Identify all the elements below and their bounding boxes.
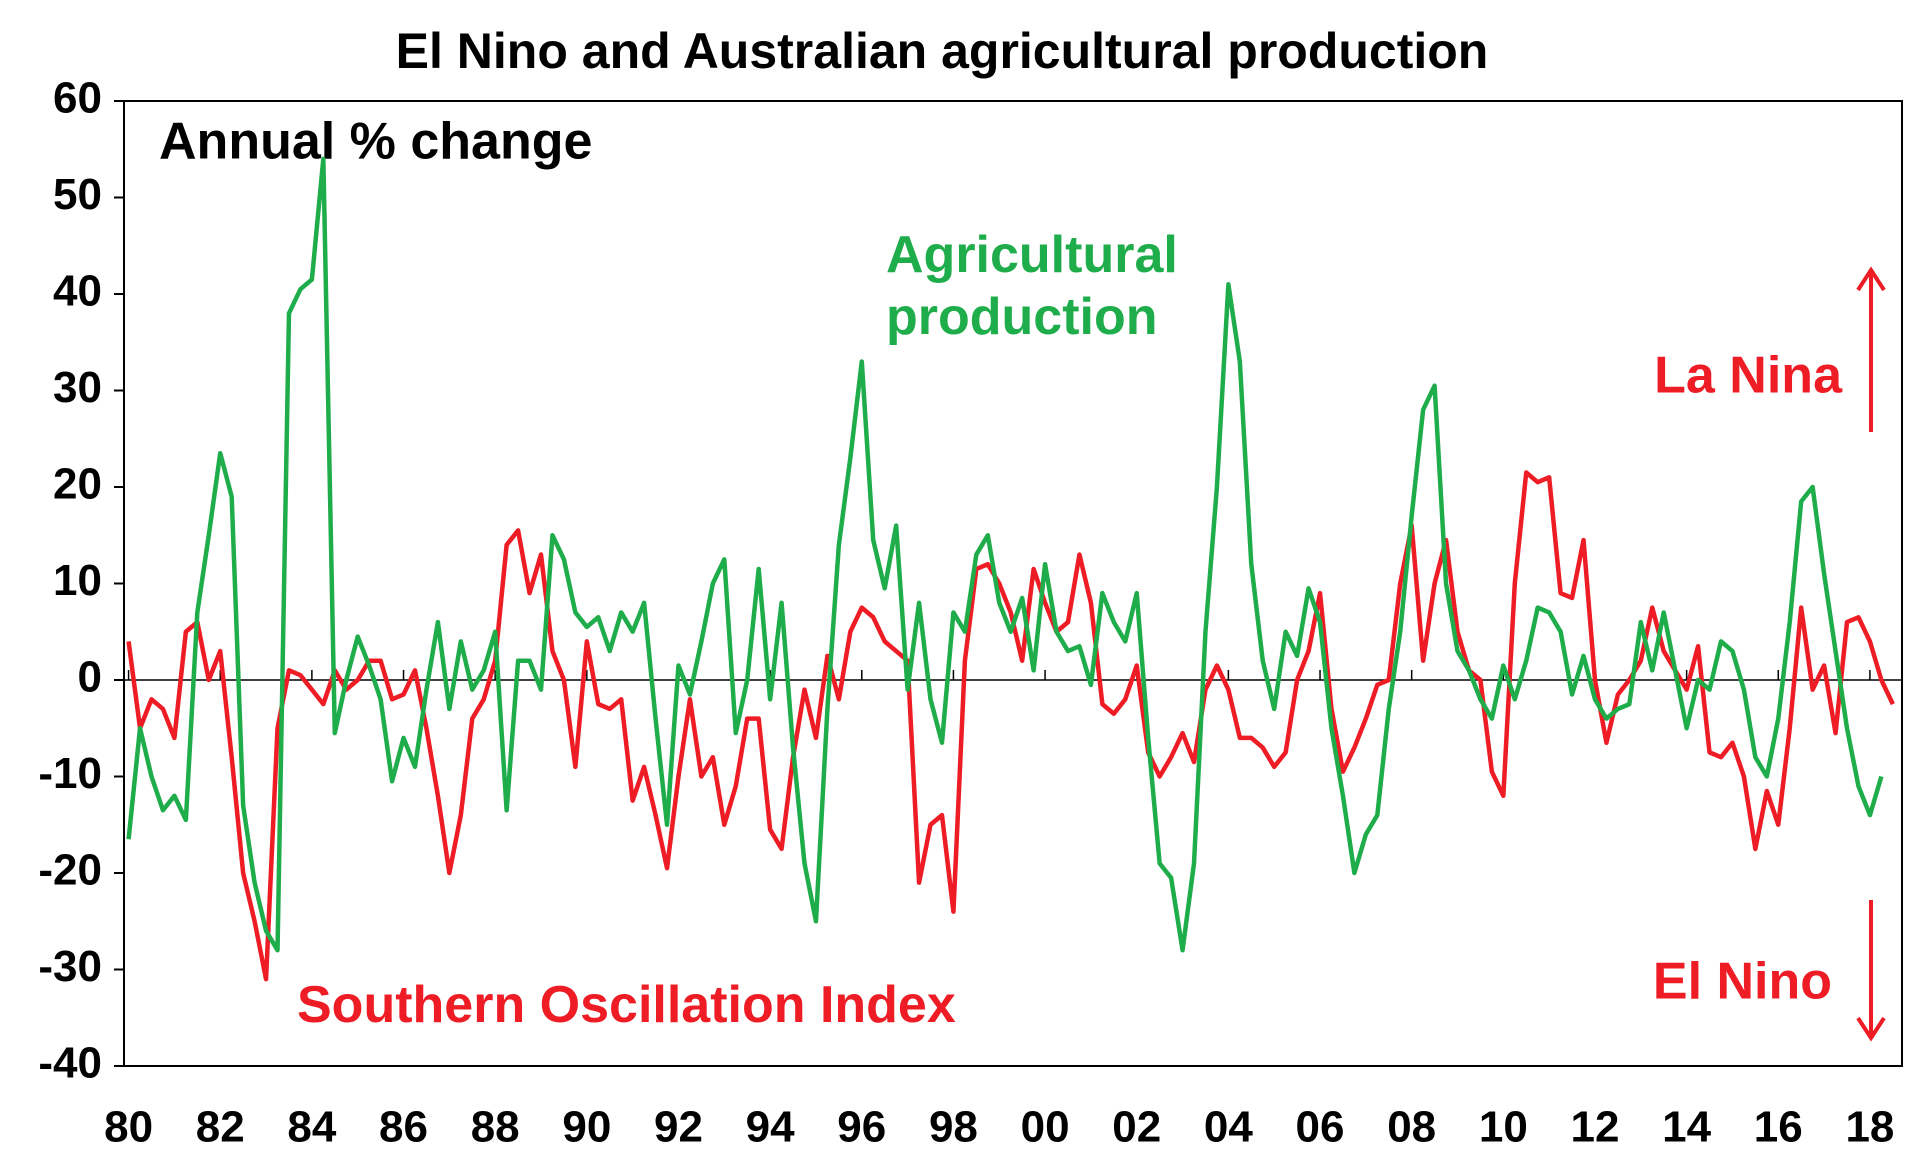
up-arrow-head [1856, 266, 1886, 292]
x-tick-label: 92 [654, 1103, 703, 1152]
y-tick-label: 30 [53, 363, 102, 412]
x-tick-label: 12 [1570, 1103, 1619, 1152]
x-tick-label: 88 [471, 1103, 520, 1152]
la-nina-label: La Nina [1654, 347, 1843, 405]
unit-label: Annual % change [159, 113, 592, 171]
y-tick-label: 40 [53, 267, 102, 316]
x-tick-label: 82 [196, 1103, 245, 1152]
x-tick-label: 94 [746, 1103, 795, 1152]
x-tick-label: 80 [104, 1103, 153, 1152]
y-tick-label: -10 [38, 749, 102, 798]
agri-label: Agricultural production [886, 226, 1178, 346]
el-nino-label: El Nino [1653, 953, 1832, 1011]
x-tick-label: 98 [929, 1103, 978, 1152]
series-line [126, 156, 1884, 953]
y-tick-label: 50 [53, 170, 102, 219]
x-tick-label: 84 [287, 1103, 336, 1152]
y-tick-label: 60 [53, 74, 102, 123]
x-tick-label: 16 [1754, 1103, 1803, 1152]
y-tick-label: 10 [53, 556, 102, 605]
x-tick-label: 86 [379, 1103, 428, 1152]
x-tick-label: 14 [1662, 1103, 1711, 1152]
soi-label: Southern Oscillation Index [297, 976, 956, 1034]
x-tick-label: 02 [1112, 1103, 1161, 1152]
x-tick-label: 18 [1845, 1103, 1894, 1152]
y-tick-label: -30 [38, 942, 102, 991]
y-tick-label: -20 [38, 846, 102, 895]
x-tick-label: 00 [1021, 1103, 1070, 1152]
x-tick-label: 04 [1204, 1103, 1253, 1152]
y-tick-label: -40 [38, 1039, 102, 1088]
y-tick-label: 0 [78, 653, 102, 702]
arrows [1856, 266, 1886, 1042]
series-line [126, 470, 1895, 982]
x-tick-label: 90 [562, 1103, 611, 1152]
y-tick-label: 20 [53, 460, 102, 509]
x-tick-label: 96 [837, 1103, 886, 1152]
chart-title: El Nino and Australian agricultural prod… [396, 23, 1489, 79]
x-tick-label: 08 [1387, 1103, 1436, 1152]
x-tick-label: 10 [1479, 1103, 1528, 1152]
x-tick-label: 06 [1296, 1103, 1345, 1152]
down-arrow-head [1856, 1016, 1886, 1042]
